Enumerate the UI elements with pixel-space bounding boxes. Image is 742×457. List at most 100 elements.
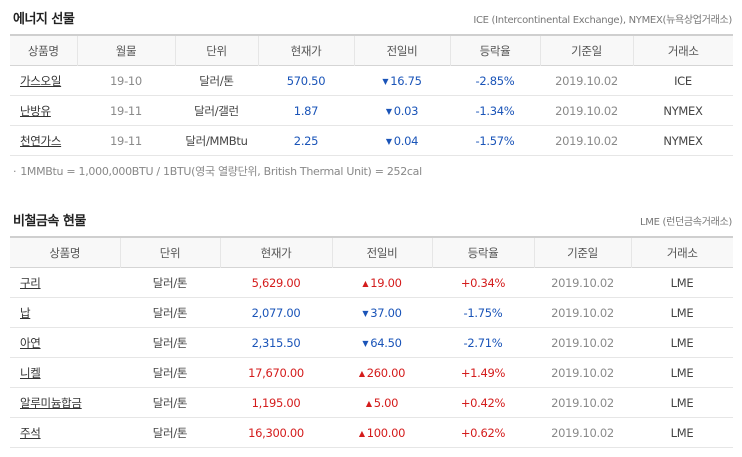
current-price: 2.25 xyxy=(258,125,354,156)
btu-footnote-text: 1MMBtu = 1,000,000BTU / 1BTU(영국 열량단위, Br… xyxy=(20,165,422,178)
bullet-icon: · xyxy=(13,165,17,178)
commodity-link[interactable]: 주석 xyxy=(20,425,41,440)
change-value: ▲ 260.00 xyxy=(358,365,406,380)
column-header: 상품명 xyxy=(10,237,120,268)
exchange: NYMEX xyxy=(633,125,733,156)
current-price: 2,315.50 xyxy=(220,327,332,358)
commodity-name-cell: 주석 xyxy=(10,417,120,448)
commodity-link[interactable]: 구리 xyxy=(20,275,41,290)
table-row: 납 달러/톤 2,077.00 ▼ 37.00 -1.75% 2019.10.02 LME xyxy=(10,297,733,328)
up-arrow-icon: ▲ xyxy=(362,278,369,288)
current-price: 16,300.00 xyxy=(220,417,332,448)
unit: 달러/톤 xyxy=(120,327,220,358)
exchange: LME xyxy=(631,267,733,298)
change-value: ▼ 16.75 xyxy=(382,73,422,88)
table-row: 아연 달러/톤 2,315.50 ▼ 64.50 -2.71% 2019.10.02 LME xyxy=(10,327,733,358)
column-header: 기준일 xyxy=(539,35,633,66)
change-value: ▼ 0.03 xyxy=(385,103,419,118)
down-arrow-icon: ▼ xyxy=(385,106,392,116)
change-value: ▲ 5.00 xyxy=(365,395,399,410)
up-arrow-icon: ▲ xyxy=(358,368,365,378)
commodity-name-cell: 아연 xyxy=(10,327,120,358)
commodity-link[interactable]: 난방유 xyxy=(20,103,51,118)
column-header: 거래소 xyxy=(630,237,733,268)
table-row: 알루미늄합금 달러/톤 1,195.00 ▲ 5.00 +0.42% 2019.10.02 L… xyxy=(10,387,733,418)
current-price: 570.50 xyxy=(258,65,354,96)
change-amount: 16.75 xyxy=(390,73,422,88)
energy-section-title: 에너지 선물 xyxy=(13,12,75,27)
change-cell: ▼ 16.75 xyxy=(354,65,450,96)
commodity-link[interactable]: 알루미늄합금 xyxy=(20,395,82,410)
exchange: LME xyxy=(631,357,733,388)
current-price: 1.87 xyxy=(258,95,354,126)
change-cell: ▲ 19.00 xyxy=(332,267,432,298)
change-rate: +0.62% xyxy=(432,417,534,448)
column-header: 거래소 xyxy=(632,35,733,66)
column-header: 현재가 xyxy=(257,35,354,66)
unit: 달러/톤 xyxy=(120,297,220,328)
unit: 달러/톤 xyxy=(175,65,258,96)
current-price: 2,077.00 xyxy=(220,297,332,328)
metals-source: LME (런던금속거래소) xyxy=(640,217,732,228)
commodity-name-cell: 알루미늄합금 xyxy=(10,387,120,418)
table-row: 구리 달러/톤 5,629.00 ▲ 19.00 +0.34% 2019.10.02 LME xyxy=(10,267,733,298)
commodity-link[interactable]: 가스오일 xyxy=(20,73,62,88)
base-date: 2019.10.02 xyxy=(540,95,633,126)
metals-spot-table: 상품명 단위 현재가 전일비 등락율 기준일 거래소 구리 달러/톤 5,629.00 ▲ 19.0… xyxy=(10,236,733,448)
change-amount: 260.00 xyxy=(366,365,406,380)
change-rate: +1.49% xyxy=(432,357,534,388)
table-row: 니켈 달러/톤 17,670.00 ▲ 260.00 +1.49% 2019.10.02 LM… xyxy=(10,357,733,388)
change-rate: -1.75% xyxy=(432,297,534,328)
commodity-link[interactable]: 니켈 xyxy=(20,365,41,380)
column-header: 현재가 xyxy=(219,237,332,268)
contract-month: 19-11 xyxy=(77,125,175,156)
change-amount: 100.00 xyxy=(366,425,406,440)
metals-header-row: 상품명 단위 현재가 전일비 등락율 기준일 거래소 xyxy=(10,237,733,268)
column-header: 전일비 xyxy=(331,237,432,268)
table-row: 가스오일 19-10 달러/톤 570.50 ▼ 16.75 -2.85% 2019.10.0… xyxy=(10,65,733,96)
unit: 달러/톤 xyxy=(120,417,220,448)
commodity-name-cell: 난방유 xyxy=(10,95,77,126)
change-cell: ▼ 64.50 xyxy=(332,327,432,358)
base-date: 2019.10.02 xyxy=(534,267,631,298)
change-amount: 19.00 xyxy=(370,275,402,290)
column-header: 등락율 xyxy=(449,35,540,66)
column-header: 상품명 xyxy=(10,35,77,66)
change-cell: ▼ 0.04 xyxy=(354,125,450,156)
exchange: ICE xyxy=(633,65,733,96)
change-value: ▼ 0.04 xyxy=(386,134,419,148)
change-value: ▼ 37.00 xyxy=(362,306,402,320)
down-arrow-icon: ▼ xyxy=(362,338,369,348)
energy-header-row: 상품명 월물 단위 현재가 전일비 등락율 기준일 거래소 xyxy=(10,35,733,66)
change-cell: ▲ 100.00 xyxy=(332,417,432,448)
current-price: 5,629.00 xyxy=(220,267,332,298)
unit: 달러/MMBtu xyxy=(175,125,258,156)
table-row: 천연가스 19-11 달러/MMBtu 2.25 ▼ 0.04 -1.57% 2019.10.… xyxy=(10,125,733,156)
column-header: 월물 xyxy=(76,35,175,66)
commodity-link[interactable]: 아연 xyxy=(20,335,41,350)
change-amount: 64.50 xyxy=(370,335,402,350)
commodity-name-cell: 납 xyxy=(10,297,120,328)
change-rate: +0.34% xyxy=(432,267,534,298)
column-header: 단위 xyxy=(119,237,220,268)
change-amount: 5.00 xyxy=(373,395,399,410)
change-rate: -2.85% xyxy=(450,65,540,96)
base-date: 2019.10.02 xyxy=(534,327,631,358)
commodity-name-cell: 가스오일 xyxy=(10,65,77,96)
up-arrow-icon: ▲ xyxy=(365,398,372,408)
commodity-name-cell: 구리 xyxy=(10,267,120,298)
unit: 달러/톤 xyxy=(120,387,220,418)
change-value: ▼ 64.50 xyxy=(362,335,402,350)
change-amount: 0.03 xyxy=(393,103,419,118)
energy-futures-table: 상품명 월물 단위 현재가 전일비 등락율 기준일 거래소 가스오일 19-10 달러/톤 570.… xyxy=(10,34,733,156)
current-price: 1,195.00 xyxy=(220,387,332,418)
change-cell: ▲ 5.00 xyxy=(332,387,432,418)
column-header: 기준일 xyxy=(533,237,631,268)
change-cell: ▼ 37.00 xyxy=(332,297,432,328)
exchange: LME xyxy=(631,327,733,358)
exchange: LME xyxy=(631,297,733,328)
change-value: ▲ 100.00 xyxy=(359,425,406,440)
commodity-link[interactable]: 납 xyxy=(20,305,31,320)
exchange: NYMEX xyxy=(633,95,733,126)
commodity-link[interactable]: 천연가스 xyxy=(20,133,62,148)
